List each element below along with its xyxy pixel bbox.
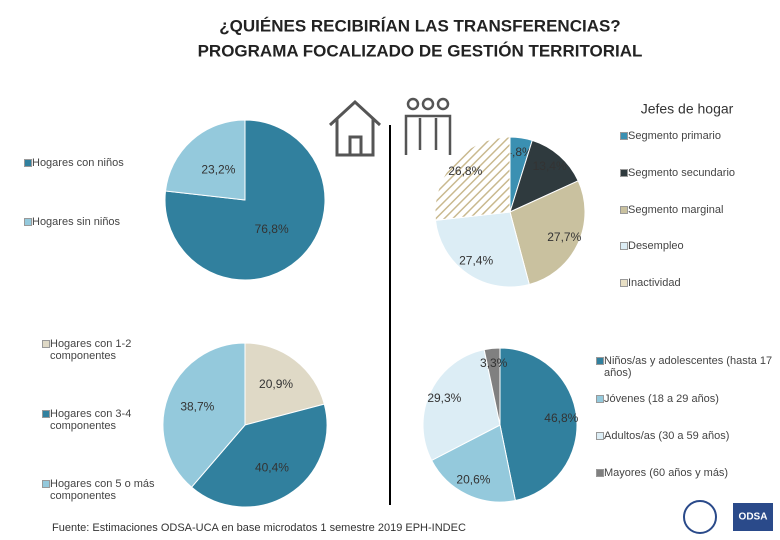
chart-title: Jefes de hogar	[641, 101, 734, 117]
legend-marker	[596, 432, 604, 440]
legend-marker	[42, 410, 50, 418]
logo-seal	[683, 500, 717, 534]
legend-label: Desempleo	[628, 240, 684, 252]
legend-item: Segmento primario	[620, 130, 778, 142]
legend-item: Hogares sin niños	[24, 216, 162, 228]
legend-item: Niños/as y adolescentes (hasta 17 años)	[596, 355, 780, 379]
pie-slice	[190, 403, 328, 508]
people-icon	[404, 97, 452, 155]
pie-slice	[509, 180, 586, 286]
legend-item: Hogares con niños	[24, 157, 162, 169]
pie-slice	[499, 347, 578, 502]
subtitle: PROGRAMA FOCALIZADO DE GESTIÓN TERRITORI…	[198, 41, 643, 60]
pie-slice	[434, 136, 511, 221]
pie-slice	[430, 424, 516, 503]
logo-text: ODSA	[739, 512, 768, 523]
legend-item: Desempleo	[620, 240, 778, 252]
value-label: 3,3%	[480, 356, 508, 370]
pie-slice	[164, 119, 246, 201]
value-label: 40,4%	[255, 460, 289, 474]
value-label: 46,8%	[544, 411, 578, 425]
value-label: 4,8%	[505, 145, 533, 159]
legend-marker	[24, 218, 32, 226]
legend-item: Inactividad	[620, 277, 778, 289]
legend-marker	[24, 159, 32, 167]
value-label: 23,2%	[201, 162, 235, 176]
pie-slice	[244, 342, 325, 426]
legend-label: Hogares con 1-2 componentes	[50, 338, 132, 362]
pie-slice	[162, 342, 246, 488]
pie-slice	[509, 139, 579, 213]
legend-item: Jóvenes (18 a 29 años)	[596, 393, 780, 405]
house-icon	[328, 99, 382, 157]
value-label: 29,3%	[427, 391, 461, 405]
value-label: 20,9%	[259, 377, 293, 391]
value-label: 20,6%	[456, 473, 490, 487]
legend-marker	[620, 132, 628, 140]
legend-label: Niños/as y adolescentes (hasta 17 años)	[604, 355, 773, 379]
legend-marker	[42, 340, 50, 348]
legend-item: Segmento secundario	[620, 167, 778, 179]
value-label: 26,8%	[448, 164, 482, 178]
legend-label: Hogares con 5 o más componentes	[50, 478, 155, 502]
legend-label: Hogares sin niños	[32, 216, 121, 228]
legend-item: Hogares con 5 o más componentes	[42, 478, 170, 502]
legend-item: Mayores (60 años y más)	[596, 467, 780, 479]
source: Fuente: Estimaciones ODSA-UCA en base mi…	[52, 522, 466, 534]
legend-marker	[596, 357, 604, 365]
legend-label: Segmento primario	[628, 130, 721, 142]
pie-slice	[434, 211, 530, 288]
value-label: 27,4%	[459, 254, 493, 268]
legend-label: Adultos/as (30 a 59 años)	[604, 430, 730, 442]
legend-item: Segmento marginal	[620, 204, 778, 216]
pie-slice	[483, 347, 501, 426]
legend-label: Segmento marginal	[628, 204, 724, 216]
value-label: 38,7%	[180, 400, 214, 414]
value-label: 76,8%	[255, 222, 289, 236]
value-label: 13,4%	[533, 159, 567, 173]
legend-item: Hogares con 3-4 componentes	[42, 408, 170, 432]
legend-marker	[596, 395, 604, 403]
logo-box	[733, 503, 773, 531]
legend-marker	[620, 206, 628, 214]
value-label: 27,7%	[547, 230, 581, 244]
legend-item: Adultos/as (30 a 59 años)	[596, 430, 780, 442]
pie-slice	[422, 349, 501, 462]
legend-marker	[596, 469, 604, 477]
legend-marker	[42, 480, 50, 488]
title: ¿QUIÉNES RECIBIRÍAN LAS TRANSFERENCIAS?	[219, 16, 620, 35]
legend-marker	[620, 279, 628, 287]
legend-label: Mayores (60 años y más)	[604, 467, 729, 479]
legend-label: Jóvenes (18 a 29 años)	[604, 393, 719, 405]
legend-label: Hogares con 3-4 componentes	[50, 408, 132, 432]
legend-item: Hogares con 1-2 componentes	[42, 338, 170, 362]
legend-marker	[620, 242, 628, 250]
legend-label: Segmento secundario	[628, 167, 736, 179]
legend-marker	[620, 169, 628, 177]
legend-label: Hogares con niños	[32, 157, 124, 169]
legend-label: Inactividad	[628, 277, 681, 289]
